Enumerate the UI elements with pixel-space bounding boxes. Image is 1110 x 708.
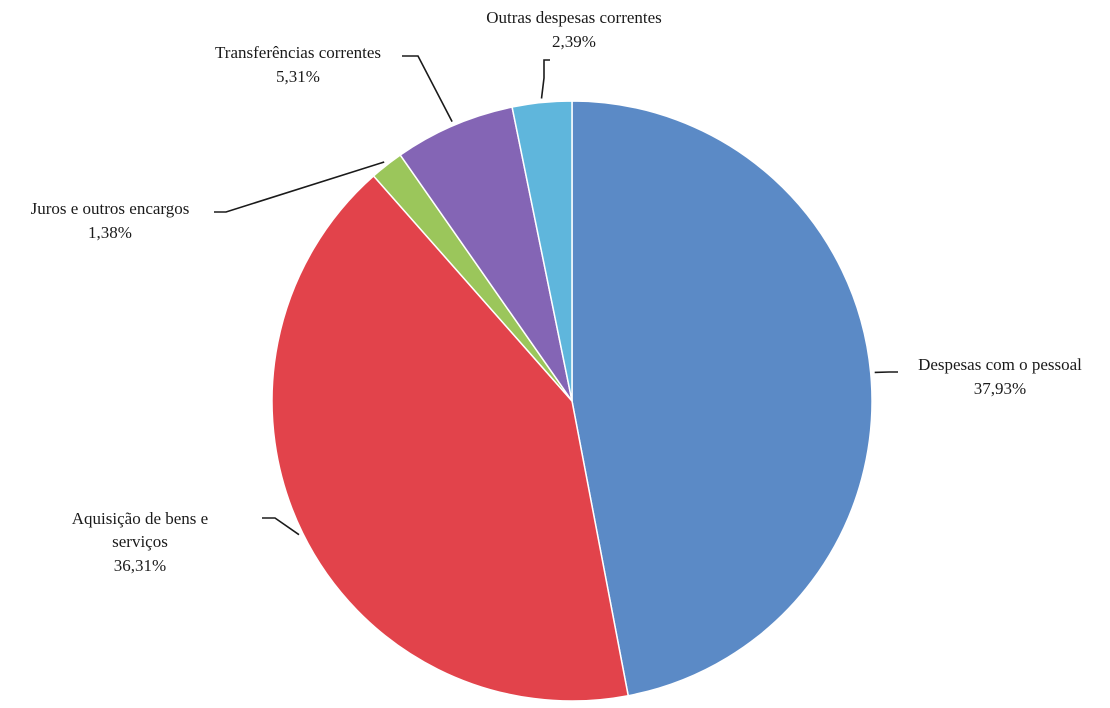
leader-line-2 (214, 161, 385, 213)
pie-slice-3 (399, 106, 573, 402)
slice-label-text: Transferências correntes (215, 43, 381, 62)
leader-line-1 (262, 517, 300, 536)
pie-slice-4 (511, 100, 573, 402)
slice-label-text: Aquisição de bens e (72, 509, 208, 528)
slice-value-label: 36,31% (114, 556, 166, 575)
slice-label-transferencias-correntes: Transferências correntes 5,31% (215, 43, 381, 86)
slice-value-label: 1,38% (88, 223, 132, 242)
leader-lines (214, 55, 898, 536)
slice-label-despesas-com-o-pessoal: Despesas com o pessoal 37,93% (918, 355, 1082, 398)
slice-value-label: 5,31% (276, 67, 320, 86)
slice-label-juros-e-outros-encargos: Juros e outros encargos 1,38% (31, 199, 190, 242)
slice-label-text: Despesas com o pessoal (918, 355, 1082, 374)
pie-slices (271, 100, 873, 702)
pie-slice-1 (271, 174, 630, 702)
leader-line-3 (402, 55, 453, 122)
slice-label-text: Outras despesas correntes (486, 8, 662, 27)
slice-label-outras-despesas-correntes: Outras despesas correntes 2,39% (486, 8, 662, 51)
slice-label-text-line2: serviços (112, 532, 168, 551)
slice-label-aquisicao-de-bens-e-servicos: Aquisição de bens e serviços 36,31% (72, 509, 208, 575)
slice-value-label: 37,93% (974, 379, 1026, 398)
pie-slice-0 (571, 100, 873, 697)
slice-label-text: Juros e outros encargos (31, 199, 190, 218)
slice-value-label: 2,39% (552, 32, 596, 51)
leader-line-4 (540, 59, 550, 99)
